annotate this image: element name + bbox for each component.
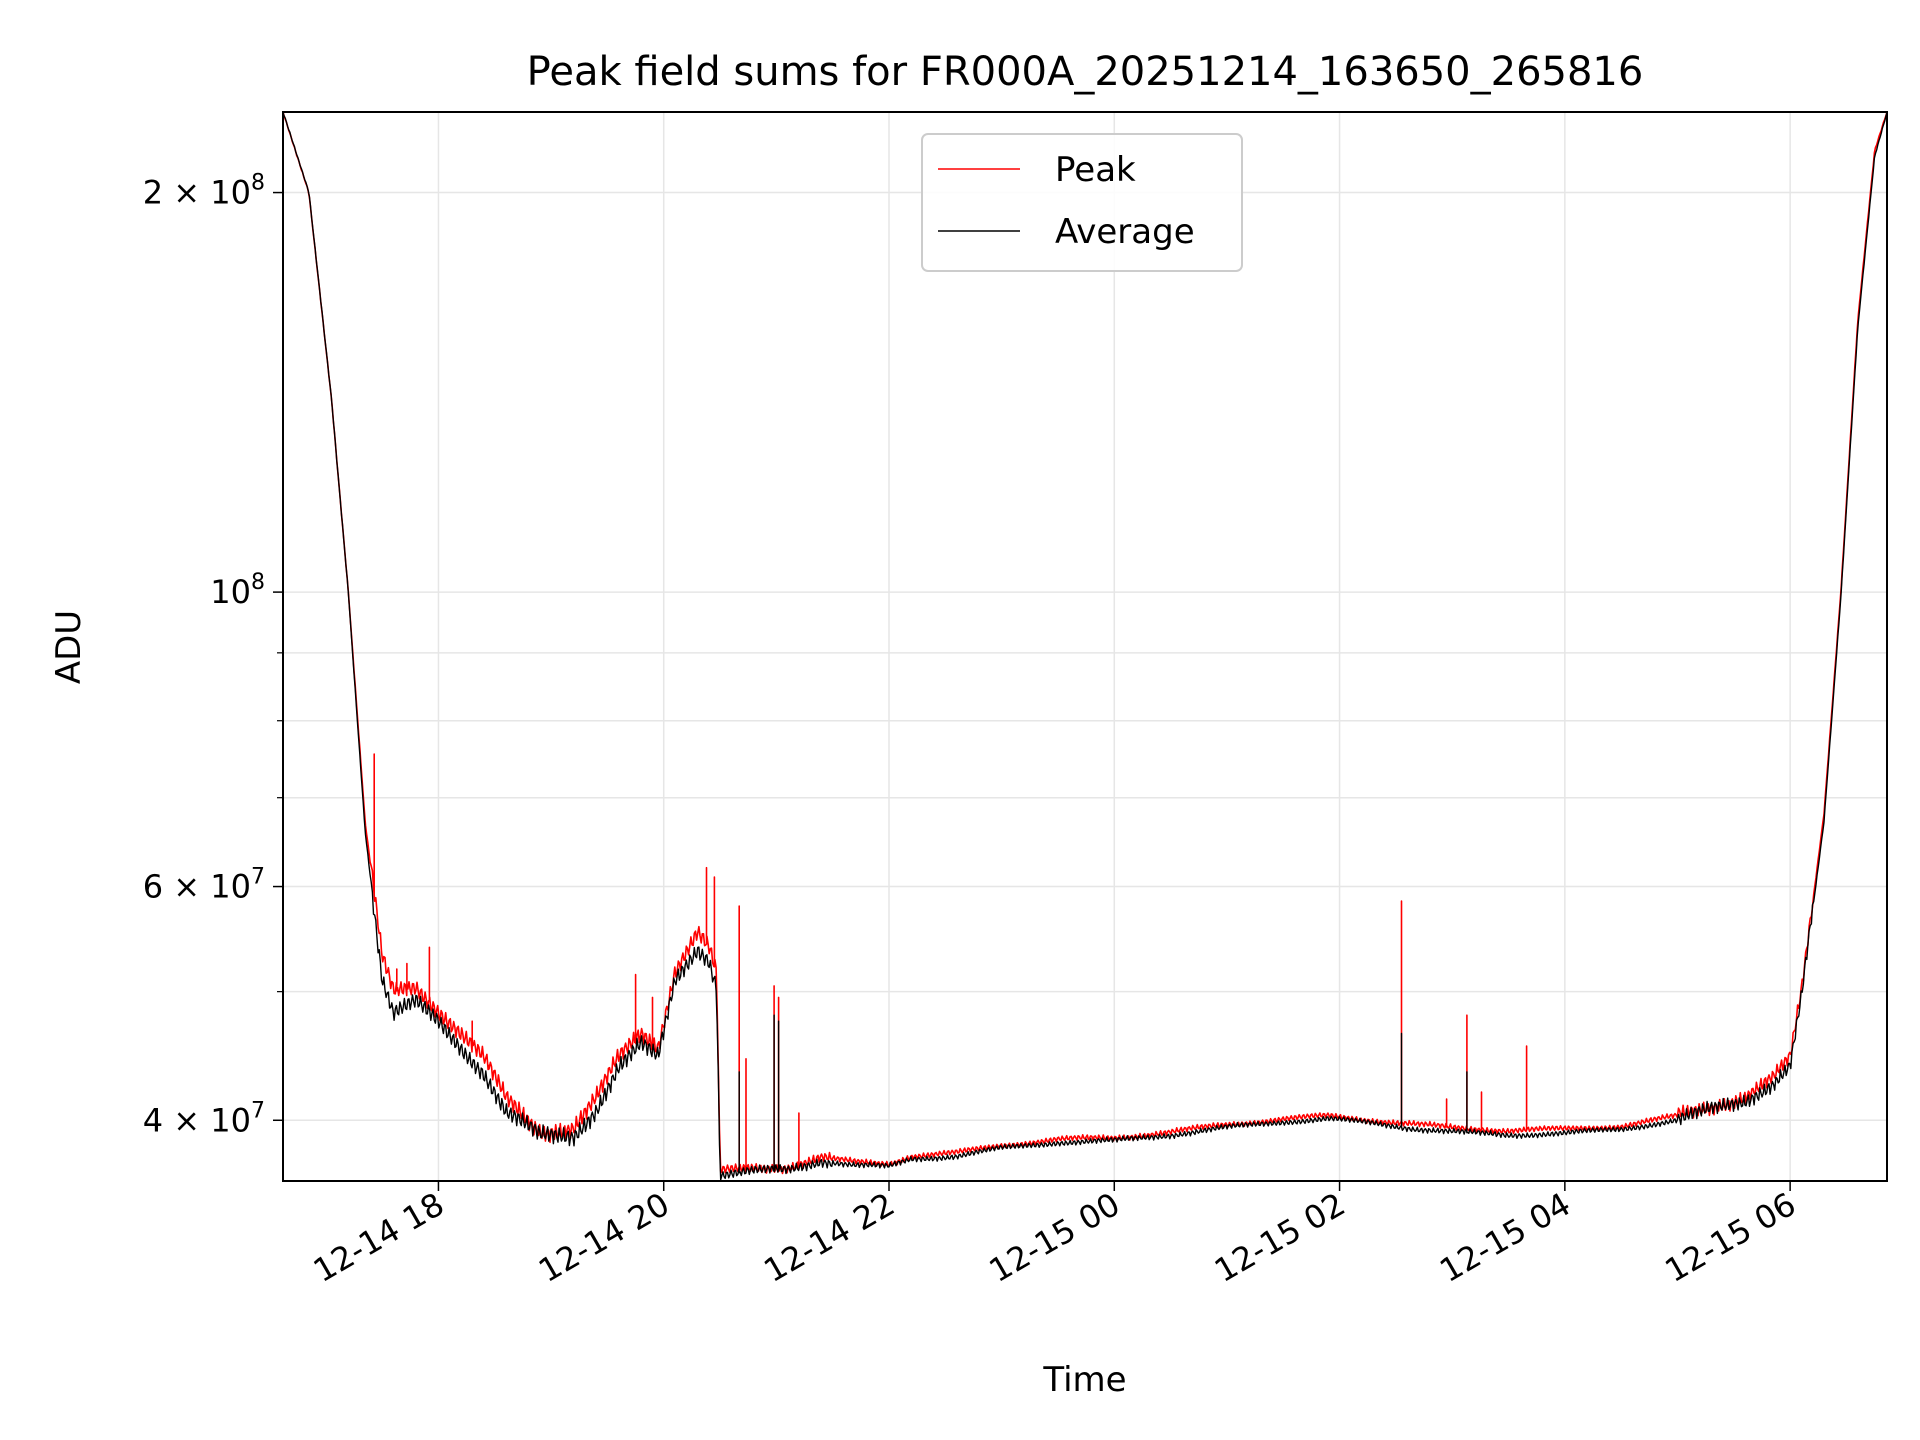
y-tick-label: 108 xyxy=(210,570,265,611)
y-axis-label: ADU xyxy=(49,610,89,684)
legend-label-average: Average xyxy=(1055,212,1195,252)
chart-title: Peak field sums for FR000A_20251214_1636… xyxy=(527,49,1644,95)
series-layer xyxy=(282,111,1888,1181)
y-tick-label: 2 × 108 xyxy=(143,171,265,212)
x-axis-label: Time xyxy=(1042,1360,1126,1400)
legend: Peak Average xyxy=(921,133,1243,272)
series-line-average xyxy=(282,111,1888,1181)
y-tick-label: 6 × 107 xyxy=(143,865,265,906)
legend-label-peak: Peak xyxy=(1055,150,1136,190)
y-tick-label: 4 × 107 xyxy=(143,1098,265,1139)
y-axis-ticks: 4 × 107 6 × 107 108 2 × 108 xyxy=(143,171,283,1139)
plot-frame xyxy=(282,111,1888,1182)
